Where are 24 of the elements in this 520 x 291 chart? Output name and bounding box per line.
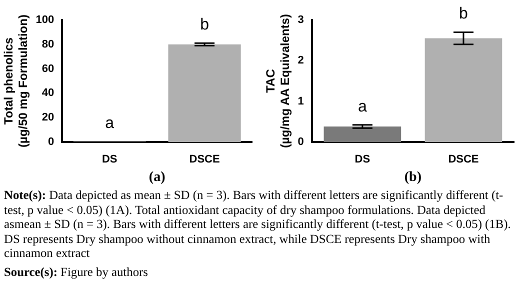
x-axis-title: (b): [404, 170, 422, 186]
annotation: a: [358, 98, 367, 116]
y-tick-label: 20: [42, 112, 54, 124]
x-tick-label: DSCE: [189, 154, 220, 166]
y-tick-label: 0: [48, 136, 54, 148]
annotation: b: [459, 6, 468, 23]
text: Note(s): Data depicted as mean ± SD (n = 3). Bars with different letters are significantly different (t-test, p value < 0.05) (1A). Total antioxidant capacity of dry shampoo formulations. Data depicted asmean ± SD (n = 3). Bars with different letters are significantly different (t-test, p value < 0.05) (1B). DS represents Dry shampoo without cinnamon extract, while DSCE represents Dry shampoo with cinnamon extract: [4, 188, 512, 260]
x-axis-title: (a): [148, 170, 166, 186]
y-tick-label: 100: [36, 14, 54, 26]
y-tick-label: 40: [42, 87, 54, 100]
y-tick-label: 60: [42, 62, 54, 75]
y-tick-label: 3: [298, 14, 304, 26]
x-tick-label: DS: [102, 154, 118, 166]
y-tick-label: 80: [42, 38, 54, 50]
annotation: a: [105, 114, 114, 132]
y-tick-label: 2: [298, 54, 304, 67]
x-tick-label: DS: [354, 154, 370, 166]
y-tick-label: 0: [298, 136, 304, 148]
y-tick-label: 1: [298, 95, 304, 108]
x-tick-label: DSCE: [448, 154, 479, 166]
source-note: Source(s): Figure by authors: [4, 264, 149, 279]
y-axis-title: TAC (µg/mg AA Equivalents): [264, 14, 292, 148]
y-axis-title: Total phenolics (µg/50 mg Formulation): [2, 14, 30, 148]
annotation: b: [200, 16, 210, 34]
